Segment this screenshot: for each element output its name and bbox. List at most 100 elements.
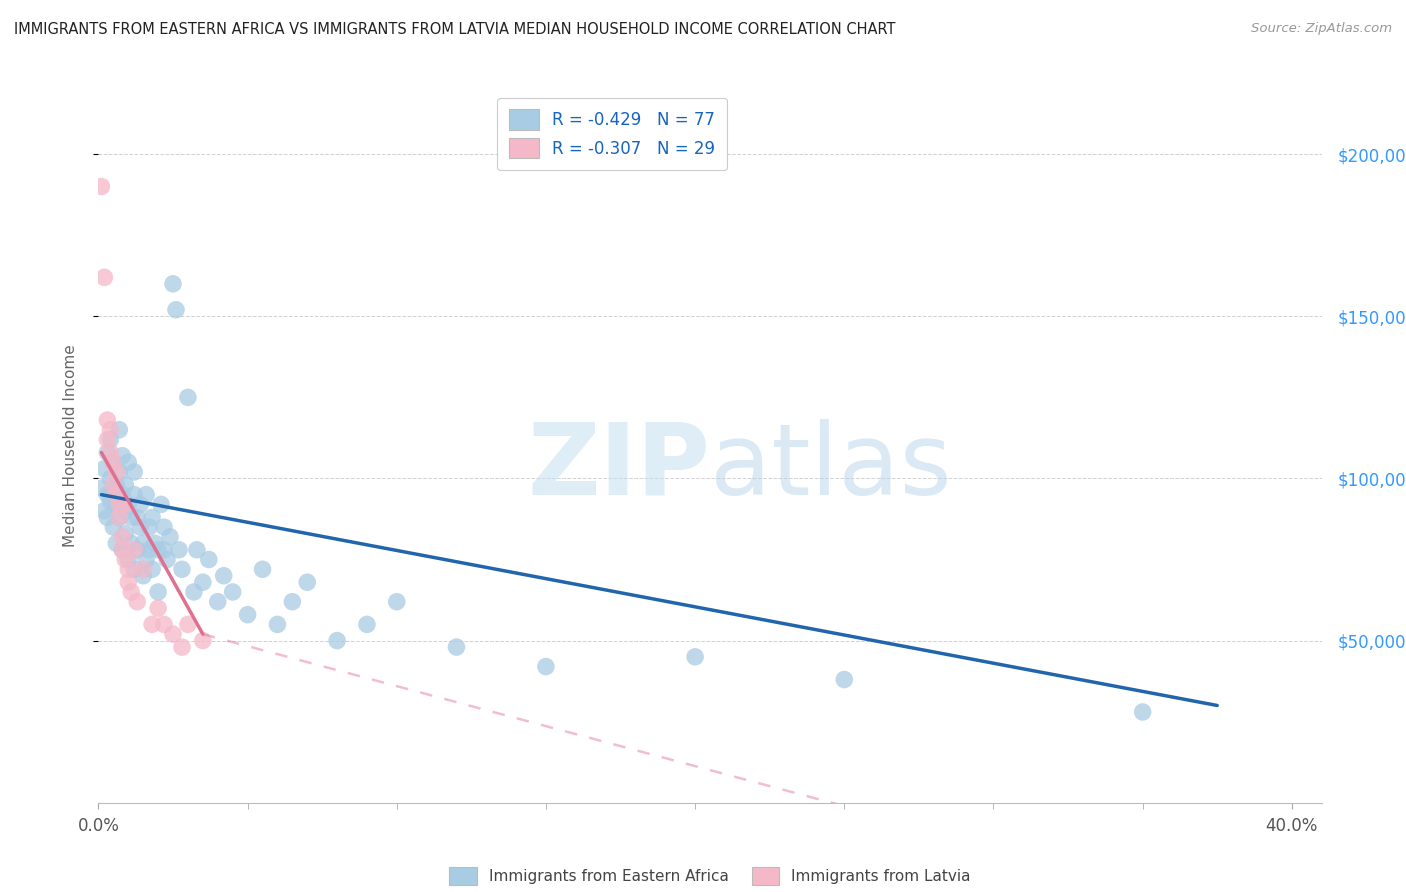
Point: [90, 481, 112, 495]
Point: [93, 504, 115, 518]
Point: [156, 552, 179, 566]
Point: [191, 575, 214, 590]
Point: [108, 465, 131, 479]
Point: [117, 552, 139, 566]
Point: [138, 520, 160, 534]
Text: Source: ZipAtlas.com: Source: ZipAtlas.com: [1251, 22, 1392, 36]
Point: [111, 449, 134, 463]
Point: [534, 659, 557, 673]
Point: [117, 497, 139, 511]
Point: [114, 497, 136, 511]
Point: [167, 542, 190, 557]
Point: [165, 302, 187, 317]
Point: [1132, 705, 1154, 719]
Point: [191, 633, 214, 648]
Text: IMMIGRANTS FROM EASTERN AFRICA VS IMMIGRANTS FROM LATVIA MEDIAN HOUSEHOLD INCOME: IMMIGRANTS FROM EASTERN AFRICA VS IMMIGR…: [14, 22, 896, 37]
Point: [146, 542, 169, 557]
Text: ZIP: ZIP: [527, 419, 710, 516]
Point: [98, 471, 121, 485]
Point: [127, 510, 149, 524]
Point: [281, 595, 304, 609]
Legend: Immigrants from Eastern Africa, Immigrants from Latvia: Immigrants from Eastern Africa, Immigran…: [443, 861, 977, 891]
Point: [98, 433, 121, 447]
Point: [146, 601, 169, 615]
Point: [132, 562, 155, 576]
Point: [266, 617, 288, 632]
Point: [159, 530, 181, 544]
Point: [117, 562, 139, 576]
Point: [120, 510, 142, 524]
Point: [90, 179, 112, 194]
Point: [146, 585, 169, 599]
Point: [96, 413, 118, 427]
Point: [111, 488, 134, 502]
Point: [122, 542, 145, 557]
Point: [832, 673, 855, 687]
Point: [183, 585, 205, 599]
Point: [141, 562, 163, 576]
Point: [96, 445, 118, 459]
Point: [111, 542, 134, 557]
Point: [138, 542, 160, 557]
Point: [356, 617, 378, 632]
Point: [207, 595, 229, 609]
Point: [177, 390, 200, 404]
Point: [236, 607, 259, 622]
Point: [105, 465, 128, 479]
Point: [162, 277, 184, 291]
Point: [103, 484, 125, 499]
Point: [105, 536, 128, 550]
Point: [212, 568, 235, 582]
Point: [326, 633, 349, 648]
Point: [105, 488, 128, 502]
Point: [122, 488, 145, 502]
Point: [103, 520, 125, 534]
Point: [108, 423, 131, 437]
Point: [114, 504, 136, 518]
Point: [683, 649, 706, 664]
Point: [103, 455, 125, 469]
Point: [122, 465, 145, 479]
Point: [122, 562, 145, 576]
Point: [93, 270, 115, 285]
Point: [129, 520, 152, 534]
Point: [93, 461, 115, 475]
Point: [129, 497, 152, 511]
Point: [141, 617, 163, 632]
Point: [103, 478, 125, 492]
Y-axis label: Median Household Income: Median Household Income: [63, 344, 77, 548]
Point: [143, 536, 166, 550]
Point: [132, 568, 155, 582]
Point: [117, 575, 139, 590]
Point: [177, 617, 200, 632]
Point: [221, 585, 243, 599]
Point: [127, 542, 149, 557]
Point: [120, 585, 142, 599]
Point: [153, 617, 176, 632]
Text: atlas: atlas: [710, 419, 952, 516]
Point: [103, 455, 125, 469]
Point: [150, 497, 173, 511]
Point: [141, 510, 163, 524]
Point: [135, 488, 157, 502]
Point: [127, 595, 149, 609]
Point: [96, 433, 118, 447]
Point: [98, 423, 121, 437]
Point: [385, 595, 408, 609]
Point: [297, 575, 319, 590]
Point: [198, 552, 221, 566]
Point: [170, 562, 193, 576]
Point: [98, 494, 121, 508]
Point: [114, 478, 136, 492]
Point: [153, 542, 176, 557]
Point: [132, 536, 155, 550]
Point: [446, 640, 468, 654]
Point: [111, 530, 134, 544]
Point: [108, 497, 131, 511]
Point: [108, 510, 131, 524]
Point: [135, 552, 157, 566]
Point: [111, 542, 134, 557]
Point: [252, 562, 274, 576]
Point: [96, 510, 118, 524]
Point: [153, 520, 176, 534]
